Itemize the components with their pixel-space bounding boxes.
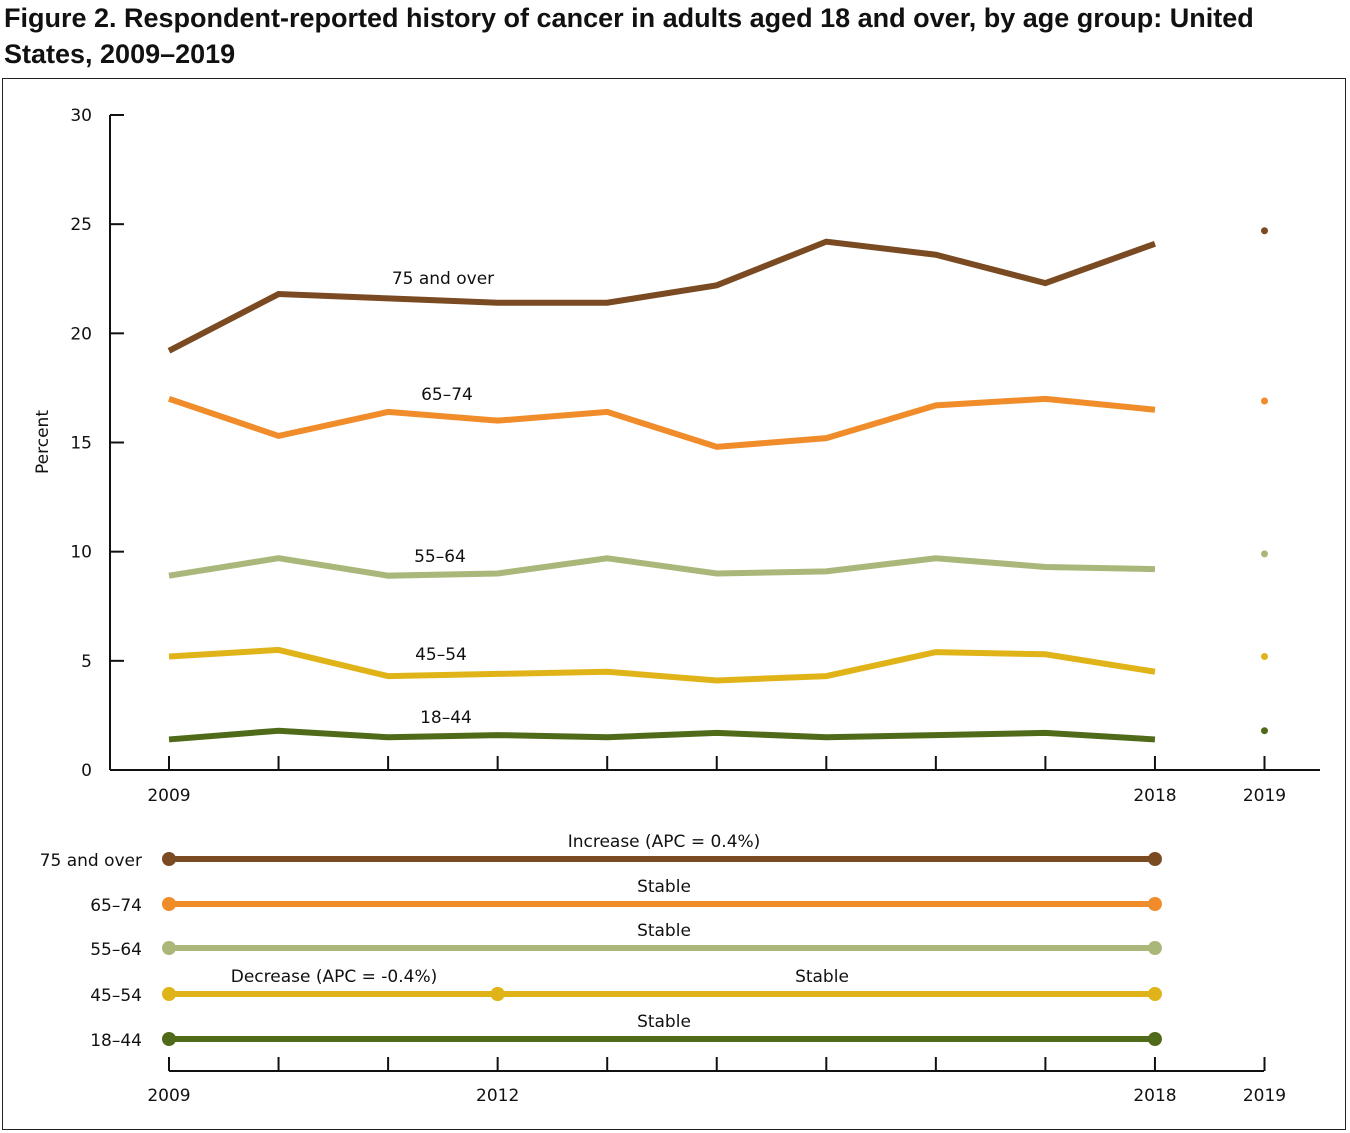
trend-segment-label: Stable bbox=[795, 967, 849, 987]
y-tick-label: 10 bbox=[70, 543, 92, 563]
trend-x-tick-label: 2019 bbox=[1243, 1086, 1286, 1106]
segment-joinpoint bbox=[1147, 1032, 1162, 1046]
series-label: 55–64 bbox=[414, 547, 466, 567]
trend-segment-label: Stable bbox=[637, 921, 691, 941]
segment-joinpoint bbox=[1147, 897, 1162, 911]
x-tick-label: 2019 bbox=[1243, 786, 1286, 806]
series-line bbox=[168, 395, 1156, 450]
y-tick-label: 25 bbox=[70, 215, 92, 235]
series-label: 75 and over bbox=[392, 269, 494, 289]
segment-joinpoint bbox=[162, 897, 176, 911]
trend-row-label: 55–64 bbox=[90, 940, 142, 960]
point-2019 bbox=[1261, 550, 1268, 558]
segment-joinpoint bbox=[162, 987, 176, 1001]
x-tick-label: 2018 bbox=[1133, 786, 1176, 806]
y-axis-label: Percent bbox=[33, 410, 53, 474]
figure-title: Figure 2. Respondent-reported history of… bbox=[4, 3, 1254, 69]
trend-segment-label: Stable bbox=[637, 877, 691, 897]
y-tick-label: 20 bbox=[70, 324, 92, 344]
segment-joinpoint bbox=[490, 987, 505, 1001]
trend-row-label: 75 and over bbox=[40, 851, 142, 871]
segment-joinpoint bbox=[1147, 987, 1162, 1001]
segment-joinpoint bbox=[1147, 852, 1162, 866]
series-label: 65–74 bbox=[421, 385, 473, 405]
trend-x-tick-label: 2012 bbox=[476, 1086, 519, 1106]
point-2019 bbox=[1261, 652, 1268, 660]
point-2019 bbox=[1261, 397, 1268, 405]
trend-segment-label: Decrease (APC = -0.4%) bbox=[231, 967, 438, 987]
x-tick-label: 2009 bbox=[147, 786, 190, 806]
chart-frame bbox=[2, 78, 1346, 1130]
segment-joinpoint bbox=[1147, 941, 1162, 955]
series-label: 18–44 bbox=[420, 708, 472, 728]
y-tick-label: 0 bbox=[81, 761, 92, 781]
trend-row-label: 18–44 bbox=[90, 1031, 142, 1051]
segment-joinpoint bbox=[162, 852, 176, 866]
trend-x-tick-label: 2009 bbox=[147, 1086, 190, 1106]
segment-joinpoint bbox=[162, 941, 176, 955]
series-line bbox=[168, 555, 1156, 579]
series-label: 45–54 bbox=[415, 645, 467, 665]
y-tick-label: 5 bbox=[81, 652, 92, 672]
trend-row-label: 45–54 bbox=[90, 986, 142, 1006]
series-line bbox=[168, 727, 1156, 743]
segment-joinpoint bbox=[162, 1032, 176, 1046]
series-line bbox=[168, 646, 1156, 684]
point-2019 bbox=[1261, 727, 1268, 735]
trend-row-label: 65–74 bbox=[90, 896, 142, 916]
trend-segment-label: Stable bbox=[637, 1012, 691, 1032]
series-line bbox=[167, 238, 1156, 354]
y-tick-label: 15 bbox=[70, 434, 92, 454]
point-2019 bbox=[1261, 227, 1268, 235]
y-tick-label: 30 bbox=[70, 106, 92, 126]
trend-segment-label: Increase (APC = 0.4%) bbox=[568, 832, 761, 852]
trend-x-tick-label: 2018 bbox=[1133, 1086, 1176, 1106]
